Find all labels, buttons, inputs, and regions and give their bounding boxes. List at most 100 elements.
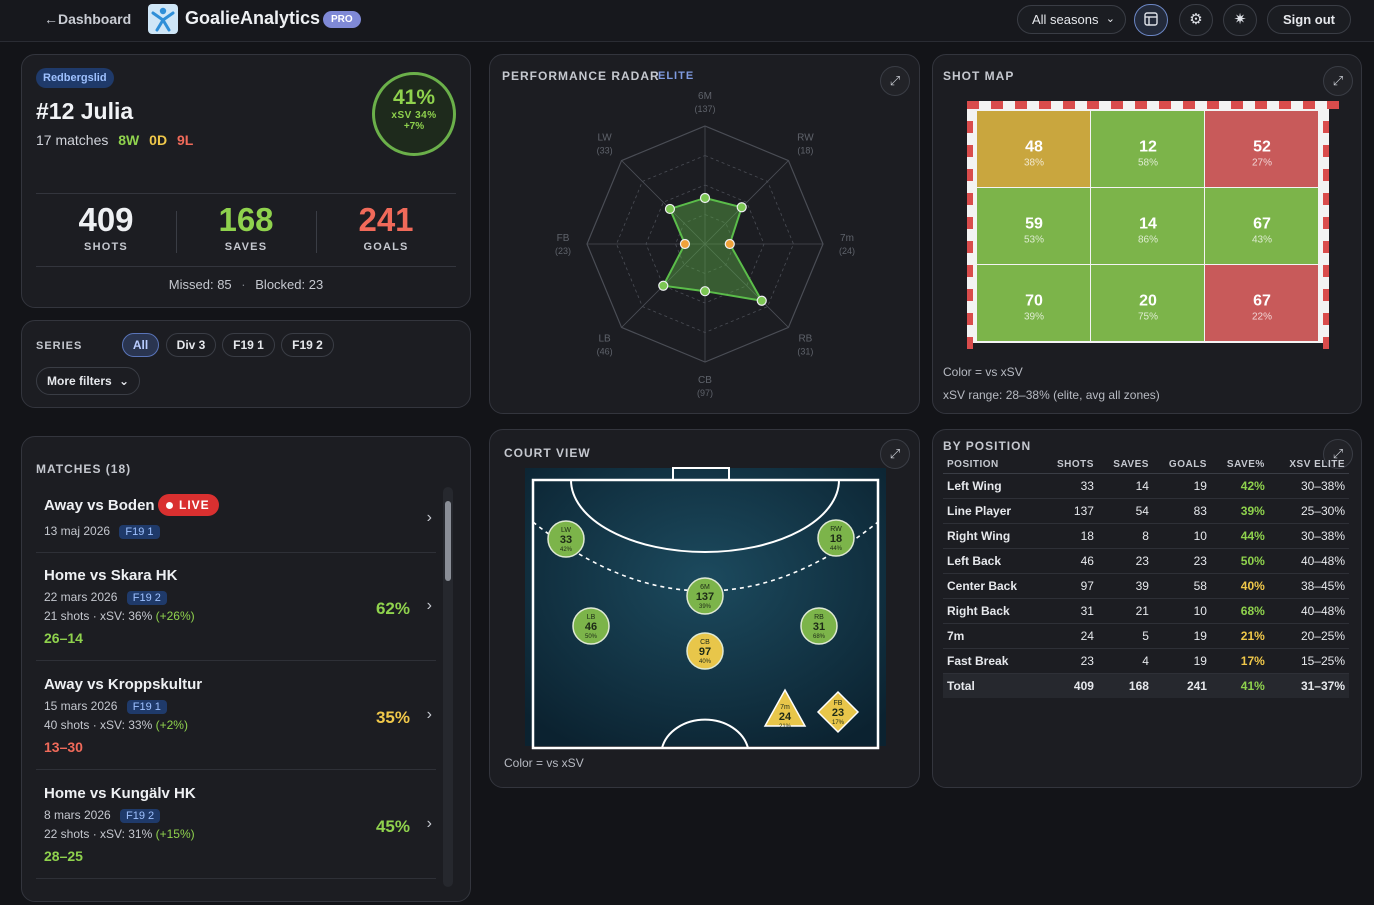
shotmap-color-note: Color = vs xSV (943, 365, 1023, 379)
radar-title: PERFORMANCE RADAR (502, 69, 660, 83)
settings-button[interactable]: ⚙ (1179, 4, 1213, 36)
player-summary-card: Redbergslid #12 Julia 17 matches 8W 0D 9… (21, 54, 471, 308)
table-cell: Center Back (943, 573, 1042, 599)
match-item[interactable]: Away vs Boden LIVE 13 maj 2026 F19 1 › (36, 494, 436, 553)
table-cell: Total (943, 673, 1042, 698)
shot-zone[interactable] (1091, 188, 1204, 264)
goal-post-stripe (967, 101, 979, 109)
match-meta: 15 mars 2026 F19 1 (44, 699, 167, 714)
match-date: 8 mars 2026 (44, 808, 111, 822)
zone-save-pct: 86% (1138, 235, 1158, 246)
court-position-marker[interactable] (800, 607, 838, 645)
chip-div-3[interactable]: Div 3 (166, 333, 216, 357)
marker-position-label: 6M (700, 584, 710, 591)
court-position-marker[interactable] (686, 632, 724, 670)
performance-radar-card: PERFORMANCE RADAR ELITE ⤢ 6M (137) RW (18) 7… (489, 54, 920, 414)
zone-shots: 59 (1025, 216, 1043, 233)
court-position-marker[interactable] (686, 577, 724, 615)
match-series-tag: F19 2 (120, 809, 161, 823)
table-cell: 31 (1041, 598, 1098, 624)
shot-zone[interactable] (1091, 111, 1204, 187)
chip-all[interactable]: All (122, 333, 159, 357)
court-position-marker[interactable] (763, 688, 807, 727)
column-header: SHOTS (1041, 455, 1098, 474)
radar-point[interactable] (736, 202, 747, 213)
court-line (661, 718, 749, 749)
table-cell: 5 (1097, 623, 1153, 649)
radar-axis-count: (33) (597, 146, 613, 156)
saves-label: SAVES (224, 241, 268, 253)
radar-axis-label: 7m (840, 233, 854, 244)
layout-toggle-button[interactable] (1134, 4, 1168, 36)
marker-save-pct: 17% (832, 720, 845, 726)
shot-zone[interactable] (1205, 188, 1318, 264)
match-meta: 13 maj 2026 F19 1 (44, 524, 160, 539)
table-cell: Right Back (943, 598, 1042, 624)
scrollbar-thumb[interactable] (445, 501, 451, 581)
more-filters-button[interactable]: More filters ⌄ (36, 367, 140, 395)
radar-point[interactable] (658, 280, 669, 291)
zone-shots: 12 (1139, 139, 1157, 156)
match-item[interactable]: Home vs Skara HK 22 mars 2026 F19 2 21 s… (36, 567, 436, 661)
shot-zone[interactable] (1205, 111, 1318, 187)
chip-f19-2[interactable]: F19 2 (281, 333, 334, 357)
goals-label: GOALS (363, 241, 409, 253)
shot-zone[interactable] (977, 265, 1090, 341)
theme-toggle-button[interactable]: ✷ (1223, 4, 1257, 36)
expand-court-button[interactable]: ⤢ (880, 439, 910, 469)
table-cell: Left Wing (943, 473, 1042, 499)
marker-shots: 97 (699, 646, 711, 658)
table-cell: 19 (1152, 473, 1211, 499)
goal-post-stripe (967, 217, 973, 229)
court-position-marker[interactable] (817, 519, 855, 557)
xsv-diff: +7% (403, 121, 425, 132)
radar-axis-label: RW (797, 133, 814, 144)
match-item[interactable]: Home vs Kungälv HK 8 mars 2026 F19 2 22 … (36, 785, 436, 879)
radar-point[interactable] (724, 238, 735, 250)
zone-shots: 48 (1025, 139, 1043, 156)
table-cell: 31–37% (1268, 673, 1349, 698)
radar-point[interactable] (679, 238, 691, 250)
season-select[interactable]: All seasons ⌄ (1017, 5, 1126, 34)
expand-icon: ⤢ (1332, 446, 1344, 461)
matches-count: 17 matches (36, 132, 109, 148)
shot-zone[interactable] (1091, 265, 1204, 341)
chevron-down-icon: ⌄ (119, 374, 130, 388)
by-position-card: BY POSITION ⤢ POSITION SHOTS SAVES GOALS… (932, 429, 1362, 788)
marker-position-label: CB (700, 639, 710, 646)
radar-point[interactable] (699, 286, 711, 297)
zone-shots: 20 (1139, 293, 1157, 310)
goal-post-stripe (1183, 101, 1195, 109)
table-row: Center Back 97 39 58 40% 38–45% (943, 573, 1349, 599)
court-position-marker[interactable] (547, 520, 585, 558)
losses-count: 9L (176, 132, 194, 148)
match-meta: 22 mars 2026 F19 2 (44, 590, 167, 605)
radar-point[interactable] (699, 192, 711, 204)
match-item[interactable]: Away vs Kroppskultur 15 mars 2026 F19 1 … (36, 676, 436, 770)
goal-post-stripe (1323, 169, 1329, 181)
chip-f19-1[interactable]: F19 1 (222, 333, 275, 357)
expand-radar-button[interactable]: ⤢ (880, 66, 910, 96)
radar-point[interactable] (756, 295, 767, 306)
table-cell: 409 (1041, 673, 1098, 698)
table-cell: 30–38% (1268, 523, 1349, 549)
expand-shotmap-button[interactable]: ⤢ (1323, 66, 1353, 96)
shot-zone[interactable] (977, 111, 1090, 187)
court-position-marker[interactable] (816, 690, 860, 734)
back-to-dashboard-link[interactable]: ←Dashboard (44, 11, 132, 27)
sign-out-button[interactable]: Sign out (1267, 5, 1351, 34)
table-cell: 19 (1152, 648, 1211, 674)
saves-stat: 168 SAVES (176, 201, 316, 253)
court-position-marker[interactable] (572, 607, 610, 645)
by-position-table: POSITION SHOTS SAVES GOALS SAVE% XSV ELI… (943, 455, 1349, 698)
shot-zone[interactable] (1205, 265, 1318, 341)
table-cell: 10 (1152, 598, 1211, 624)
table-cell: 83 (1152, 498, 1211, 524)
radar-point[interactable] (664, 203, 676, 215)
zone-save-pct: 75% (1138, 312, 1158, 323)
table-row: Left Back 46 23 23 50% 40–48% (943, 548, 1349, 574)
matches-scrollbar[interactable] (443, 487, 453, 887)
shot-zone[interactable] (977, 188, 1090, 264)
marker-shots: 23 (832, 707, 844, 719)
